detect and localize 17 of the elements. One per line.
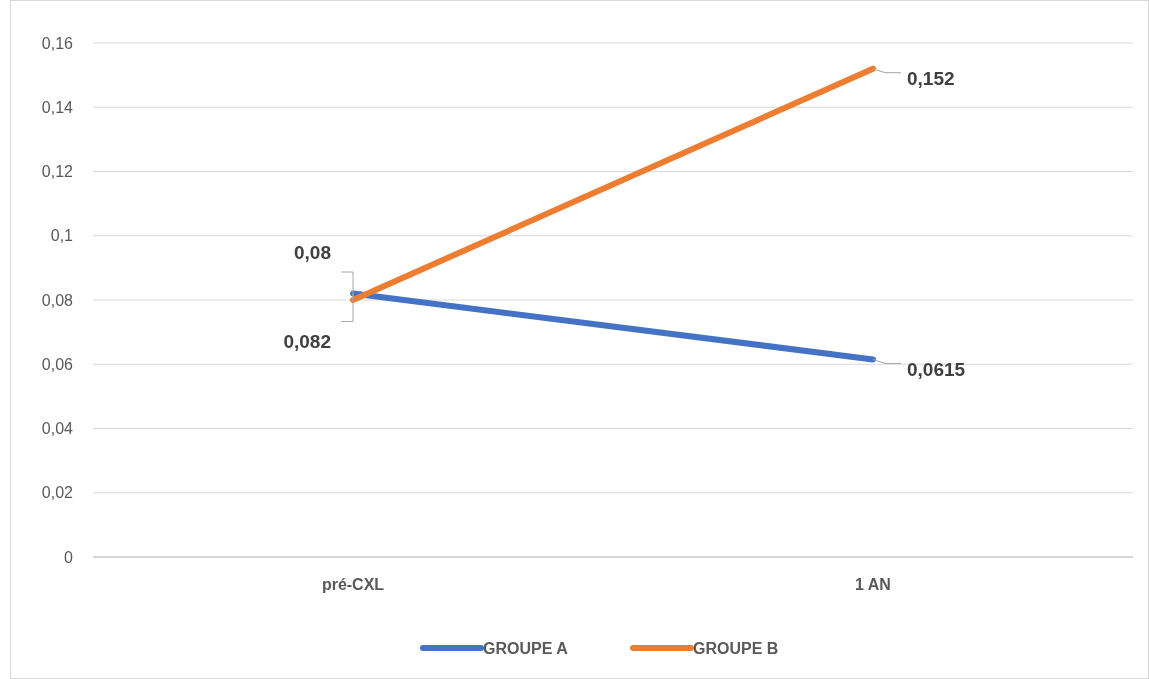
data-label: 0,08 xyxy=(294,241,331,263)
legend-label: GROUPE B xyxy=(693,639,779,657)
y-tick-label: 0,12 xyxy=(41,163,74,181)
y-tick-label: 0,14 xyxy=(41,98,74,116)
y-tick-label: 0,16 xyxy=(41,34,74,52)
legend-label: GROUPE A xyxy=(483,639,569,657)
y-tick-label: 0,1 xyxy=(50,227,74,245)
y-tick-label: 0,06 xyxy=(41,355,74,373)
y-tick-label: 0,04 xyxy=(41,420,74,438)
x-tick-label: pré-CXL xyxy=(321,576,385,593)
data-label: 0,082 xyxy=(283,331,331,353)
data-label: 0,152 xyxy=(907,68,955,90)
x-tick-label: 1 AN xyxy=(855,576,891,593)
data-label: 0,0615 xyxy=(907,359,966,381)
y-tick-label: 0,08 xyxy=(41,291,74,309)
y-tick-label: 0,02 xyxy=(41,484,74,502)
y-tick-label: 0 xyxy=(64,548,74,566)
